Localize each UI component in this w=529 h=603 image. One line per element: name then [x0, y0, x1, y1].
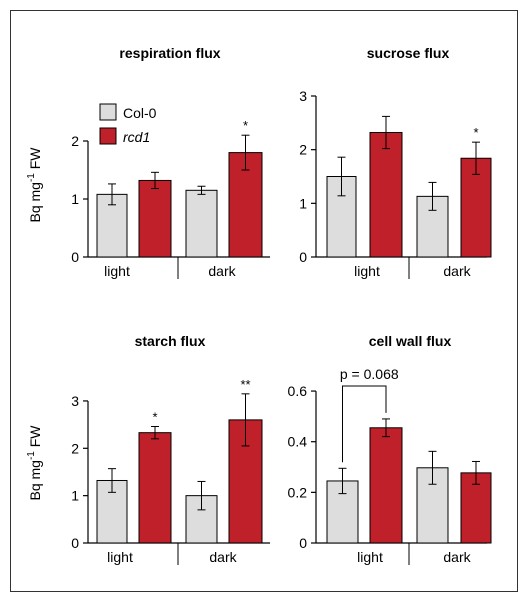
y-tick-label: 1 [71, 191, 79, 207]
category-label: dark [209, 549, 237, 565]
bar-rcd1 [138, 432, 172, 544]
bar-rcd1 [369, 427, 403, 544]
y-axis-label-superscript: -1 [26, 173, 37, 182]
chart-title: cell wall flux [369, 333, 452, 349]
category-label: dark [208, 263, 236, 279]
chart-title: starch flux [135, 333, 206, 349]
legend-label-col-0: Col-0 [123, 105, 157, 121]
bar-rcd1 [138, 179, 172, 258]
legend-swatch-col-0 [99, 103, 117, 121]
y-tick-label: 3 [71, 393, 79, 409]
legend-label-rcd1: rcd1 [123, 129, 150, 145]
figure-frame [10, 10, 518, 592]
y-tick-label: 0.4 [288, 434, 308, 450]
y-tick-label: 2 [71, 133, 79, 149]
y-tick-label: 1 [299, 195, 307, 211]
significance-marker: ** [240, 377, 250, 392]
significance-marker: * [473, 125, 478, 140]
p-value-label: p = 0.068 [340, 366, 399, 382]
chart-panel-1: respiration flux 0 1 2 light dark * [71, 45, 270, 279]
bar-col-0 [185, 189, 218, 258]
category-label: light [357, 549, 383, 565]
p-value-bracket [342, 385, 387, 463]
significance-marker: * [243, 118, 248, 133]
y-axis-label-part: FW [27, 425, 43, 451]
y-tick-label: 0 [71, 535, 79, 551]
y-tick-label: 1 [71, 488, 79, 504]
category-label: light [104, 263, 130, 279]
y-axis-label-superscript: -1 [26, 451, 37, 460]
category-label: light [354, 263, 380, 279]
category-label: dark [443, 263, 471, 279]
y-tick-label: 3 [299, 88, 307, 104]
y-tick-label: 0.6 [288, 383, 308, 399]
chart-panel-4: cell wall flux 0 0.2 0.4 0.6 light dark p = 0.0… [288, 333, 492, 565]
category-label: light [107, 549, 133, 565]
y-axis-label: Bq mg-1 FW [26, 147, 43, 223]
y-tick-label: 0.2 [288, 484, 308, 500]
significance-marker: * [152, 410, 157, 425]
y-axis-label-part: FW [27, 147, 43, 173]
y-axis-label-part: Bq mg [27, 182, 43, 222]
bar-rcd1 [369, 131, 403, 258]
legend: Col-0 rcd1 [99, 103, 157, 145]
y-axis-label: Bq mg-1 FW [26, 425, 43, 501]
y-tick-label: 2 [71, 440, 79, 456]
chart-panel-2: sucrose flux 0 1 2 3 light dark * [299, 45, 492, 279]
category-label: dark [443, 549, 471, 565]
chart-title: respiration flux [119, 45, 220, 61]
y-tick-label: 2 [299, 142, 307, 158]
y-tick-label: 0 [71, 249, 79, 265]
legend-swatch-rcd1 [99, 127, 117, 145]
chart-title: sucrose flux [367, 45, 450, 61]
y-tick-label: 0 [299, 535, 307, 551]
y-tick-label: 0 [299, 249, 307, 265]
y-axis-label-part: Bq mg [27, 460, 43, 500]
